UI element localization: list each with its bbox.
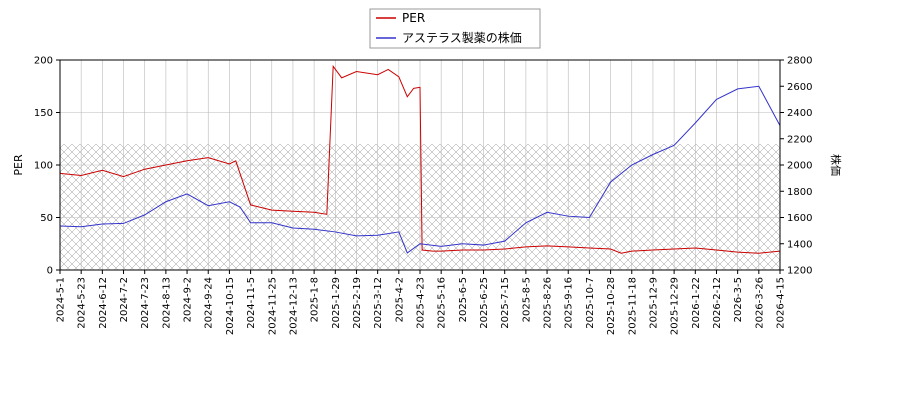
x-tick-label: 2025-2-19 xyxy=(352,277,363,329)
x-tick-label: 2024-8-13 xyxy=(161,277,172,329)
x-tick-label: 2025-8-5 xyxy=(521,277,532,322)
x-tick-label: 2025-11-18 xyxy=(627,277,638,335)
x-tick-label: 2025-4-23 xyxy=(416,277,427,329)
left-tick-label: 200 xyxy=(34,56,53,67)
x-tick-label: 2024-10-15 xyxy=(225,277,236,335)
right-axis-title: 株価 xyxy=(829,154,843,176)
x-tick-label: 2025-12-29 xyxy=(670,277,681,335)
series-line-stock-price xyxy=(59,85,781,254)
right-tick-label: 1400 xyxy=(787,239,812,250)
x-tick-label: 2025-3-12 xyxy=(373,277,384,329)
x-tick-label: 2026-4-15 xyxy=(776,277,787,329)
right-tick-label: 2000 xyxy=(787,161,812,172)
right-tick-label: 1800 xyxy=(787,187,812,198)
x-tick-label: 2025-10-7 xyxy=(585,277,596,329)
x-tick-label: 2025-10-28 xyxy=(606,277,617,335)
legend: PER アステラス製薬の株価 xyxy=(369,8,541,49)
x-tick-label: 2025-7-15 xyxy=(500,277,511,329)
x-tick-label: 2024-7-2 xyxy=(119,277,130,322)
x-tick-label: 2024-9-2 xyxy=(183,277,194,322)
x-tick-label: 2025-1-29 xyxy=(331,277,342,329)
x-tick-label: 2024-6-12 xyxy=(98,277,109,329)
x-tick-label: 2024-5-23 xyxy=(77,277,88,329)
legend-label-stock: アステラス製薬の株価 xyxy=(402,30,522,45)
x-tick-label: 2025-5-16 xyxy=(437,277,448,329)
right-tick-label: 1200 xyxy=(787,266,812,277)
legend-box xyxy=(369,8,541,49)
series-line-per xyxy=(59,64,781,254)
left-axis-title: PER xyxy=(12,154,25,176)
x-tick-label: 2025-8-26 xyxy=(543,277,554,329)
left-tick-label: 150 xyxy=(34,108,53,119)
x-tick-label: 2024-5-1 xyxy=(56,277,67,322)
x-tick-label: 2024-11-25 xyxy=(267,277,278,335)
series-layer xyxy=(59,64,781,254)
x-tick-label: 2026-1-22 xyxy=(691,277,702,329)
right-tick-label: 2600 xyxy=(787,82,812,93)
left-axis-ticks: 0 50 100 150 200 xyxy=(34,56,60,277)
x-tick-label: 2024-12-13 xyxy=(288,277,299,335)
legend-label-per: PER xyxy=(402,11,425,25)
x-tick-label: 2025-12-9 xyxy=(648,277,659,329)
left-tick-label: 100 xyxy=(34,161,53,172)
x-tick-label: 2025-4-2 xyxy=(394,277,405,322)
x-tick-label: 2025-6-25 xyxy=(479,277,490,329)
x-tick-label: 2025-1-8 xyxy=(310,277,321,322)
right-tick-label: 2200 xyxy=(787,134,812,145)
x-tick-label: 2026-3-5 xyxy=(733,277,744,322)
right-tick-label: 2800 xyxy=(787,56,812,67)
x-tick-label: 2024-9-24 xyxy=(204,277,215,329)
x-tick-label: 2025-9-16 xyxy=(564,277,575,329)
x-axis-ticks: 2024-5-1 2024-5-23 2024-6-12 2024-7-2 2024-7… xyxy=(56,270,787,335)
right-tick-label: 2400 xyxy=(787,108,812,119)
x-tick-label: 2024-11-5 xyxy=(246,277,257,329)
right-tick-label: 1600 xyxy=(787,213,812,224)
x-tick-label: 2026-3-26 xyxy=(754,277,765,329)
right-axis-ticks: 1200 1400 1600 1800 2000 2200 2400 2600 2800 xyxy=(780,56,812,277)
x-tick-label: 2026-2-12 xyxy=(712,277,723,329)
x-tick-label: 2024-7-23 xyxy=(140,277,151,329)
left-tick-label: 50 xyxy=(40,213,53,224)
x-tick-label: 2025-6-5 xyxy=(458,277,469,322)
left-tick-label: 0 xyxy=(47,266,53,277)
